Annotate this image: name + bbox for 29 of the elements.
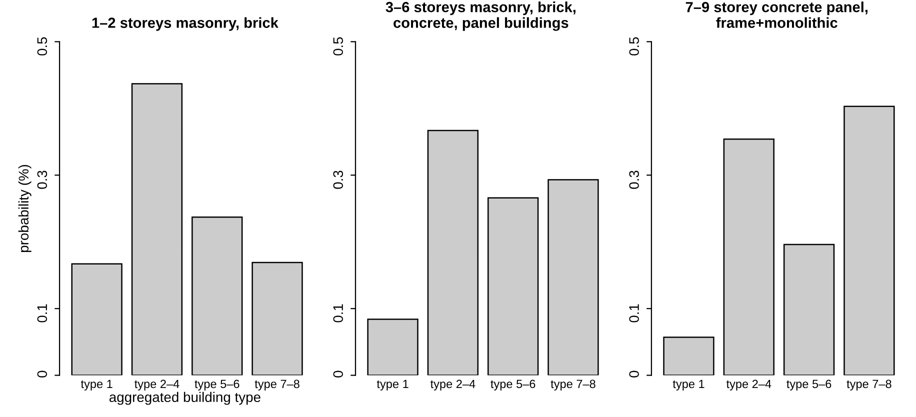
x-tick-label: type 7–8 <box>254 380 300 390</box>
y-tick-label: 0.5 <box>629 37 639 56</box>
y-tick-label: 0.1 <box>333 304 344 322</box>
y-tick-label: 0.3 <box>333 170 344 189</box>
y-tick-label: 0.1 <box>37 304 48 322</box>
x-tick-label: type 7–8 <box>846 380 892 390</box>
y-tick-label: 0.3 <box>37 170 48 189</box>
chart-title: 3–6 storeys masonry, brick, concrete, panel buildings <box>386 2 576 31</box>
x-tick-label: type 2–4 <box>430 380 476 390</box>
y-axis-title: probability (%) <box>18 164 32 252</box>
y-tick-label: 0.5 <box>333 37 344 56</box>
y-tick-label: 0 <box>629 370 639 378</box>
y-tick-label: 0.3 <box>629 170 639 189</box>
y-tick-label: 0.1 <box>629 304 639 322</box>
x-tick-label: type 1 <box>672 380 704 390</box>
y-tick-label: 0.5 <box>37 37 48 56</box>
x-tick-label: type 5–6 <box>786 380 832 390</box>
y-tick-label: 0 <box>333 370 344 378</box>
x-tick-label: type 2–4 <box>726 380 772 390</box>
chart-title: 7–9 storey concrete panel, frame+monolithic <box>686 2 868 28</box>
x-axis-title: aggregated building type <box>109 392 260 405</box>
y-tick-label: 0 <box>37 370 48 378</box>
x-tick-label: type 5–6 <box>490 380 536 390</box>
x-tick-label: type 5–6 <box>194 380 240 390</box>
x-tick-label: type 2–4 <box>134 380 180 390</box>
x-tick-label: type 7–8 <box>550 380 596 390</box>
chart-title: 1–2 storeys masonry, brick <box>92 17 278 31</box>
x-tick-label: type 1 <box>376 380 408 390</box>
x-tick-label: type 1 <box>80 380 112 390</box>
